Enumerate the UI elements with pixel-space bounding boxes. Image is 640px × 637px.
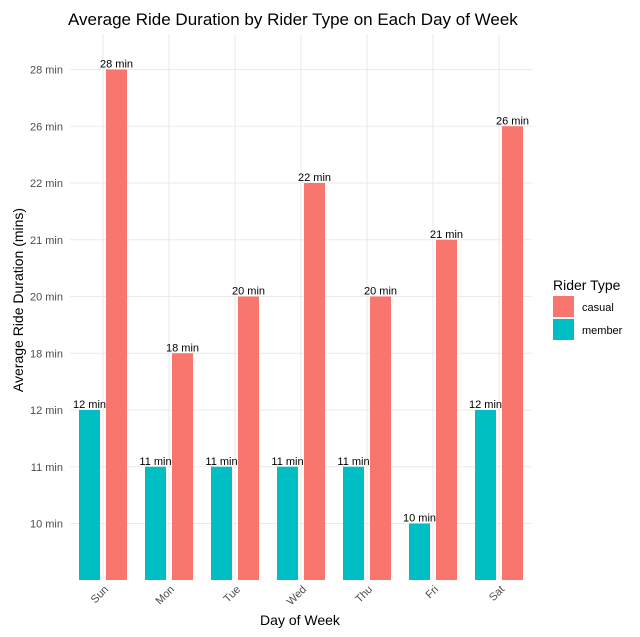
legend-label-casual: casual [582,302,614,314]
bar-member-wed [277,466,298,580]
data-label-casual-fri: 21 min [430,229,463,241]
legend-title: Rider Type [553,277,621,293]
legend-key-member [553,319,574,340]
bar-casual-fri [436,239,457,580]
bar-member-sun [79,410,100,580]
data-label-casual-sun: 28 min [100,59,133,71]
x-axis-tick-labels: Sun Mon Tue Wed Thu Fri Sat [89,584,507,608]
bar-member-fri [409,523,430,580]
data-label-casual-wed: 22 min [298,172,331,184]
data-label-member-mon: 11 min [139,456,171,468]
bars [79,69,523,580]
y-tick-label: 11 min [31,462,63,474]
data-label-casual-sat: 26 min [496,115,529,127]
x-tick-label: Mon [153,584,177,608]
data-label-member-tue: 11 min [205,456,237,468]
data-label-casual-mon: 18 min [166,342,199,354]
x-tick-label: Sat [487,584,507,604]
bar-member-thu [343,466,364,580]
bar-data-labels: 12 min 28 min 11 min 18 min 11 min 20 min 11 m… [73,59,529,525]
x-tick-label: Sun [89,584,111,606]
bar-casual-thu [370,296,391,580]
bar-member-sat [475,410,496,580]
y-axis-title: Average Ride Duration (mins) [10,208,26,392]
legend-key-casual [553,296,574,317]
x-tick-label: Wed [285,584,309,608]
y-tick-label: 20 min [30,292,63,304]
data-label-member-sat: 12 min [469,399,502,411]
data-label-member-fri: 10 min [403,513,436,525]
bar-casual-sat [502,126,523,580]
data-label-member-sun: 12 min [73,399,106,411]
y-tick-label: 21 min [30,235,63,247]
y-tick-label: 28 min [30,65,63,77]
bar-casual-sun [106,69,127,580]
data-label-member-wed: 11 min [271,456,303,468]
y-tick-label: 22 min [30,178,63,190]
y-tick-label: 12 min [30,405,63,417]
x-axis-title: Day of Week [260,612,341,628]
bar-casual-wed [304,183,325,580]
x-tick-label: Fri [424,584,442,602]
y-axis-tick-labels: 10 min 11 min 12 min 18 min 20 min 21 min 22 m… [30,65,63,531]
data-label-casual-thu: 20 min [364,286,397,298]
data-label-member-thu: 11 min [337,456,369,468]
y-tick-label: 10 min [30,519,63,531]
bar-member-tue [211,466,232,580]
y-tick-label: 18 min [30,348,63,360]
x-tick-label: Tue [222,584,244,606]
x-tick-label: Thu [353,584,375,606]
bar-member-mon [145,466,166,580]
bar-casual-mon [172,353,193,580]
grid-lines [70,34,532,580]
chart-title: Average Ride Duration by Rider Type on E… [68,10,518,29]
bar-casual-tue [238,296,259,580]
y-tick-label: 26 min [30,121,63,133]
legend-label-member: member [582,325,623,337]
data-label-casual-tue: 20 min [232,286,265,298]
legend: Rider Type casual member [553,277,623,340]
